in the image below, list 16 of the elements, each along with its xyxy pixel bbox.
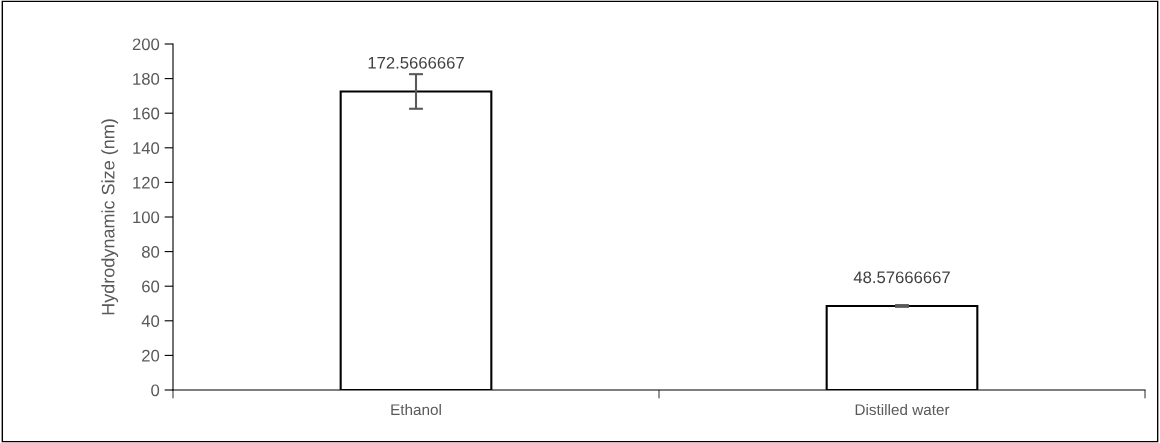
y-tick-label: 100 (133, 211, 160, 224)
y-tick-label: 180 (133, 73, 160, 85)
x-tick-label: Distilled water (855, 403, 950, 416)
data-label: 48.57666667 (853, 271, 950, 284)
y-tick-label: 0 (151, 384, 160, 397)
y-tick-label: 160 (133, 107, 160, 120)
y-tick-label: 140 (133, 142, 160, 154)
y-axis-title: Hydrodynamic Size (nm) (101, 119, 119, 315)
y-tick-label: 20 (142, 349, 160, 362)
y-tick-label: 200 (132, 38, 160, 51)
y-tick-label: 80 (141, 246, 160, 258)
y-tick-label: 60 (142, 280, 160, 293)
x-tick-label: Ethanol (391, 403, 441, 416)
y-tick-label: 120 (133, 176, 160, 189)
y-tick-label: 40 (141, 315, 160, 327)
data-label: 172.5666667 (368, 56, 464, 69)
